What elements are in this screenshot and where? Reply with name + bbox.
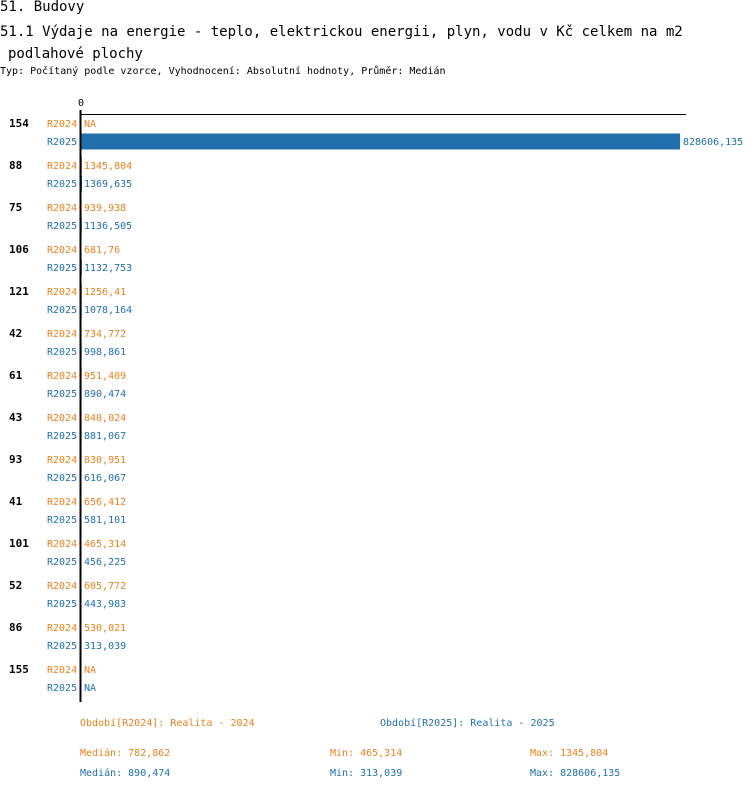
- series-label: R2024: [47, 581, 77, 592]
- section-heading: 51. Budovy: [0, 0, 85, 15]
- series-label: R2024: [47, 119, 77, 130]
- series-label: R2025: [47, 557, 77, 568]
- category-label: 75: [9, 201, 22, 214]
- series-label: R2024: [47, 329, 77, 340]
- series-label: R2025: [47, 683, 77, 694]
- category-label: 88: [9, 159, 22, 172]
- chart-title-line2: podlahové plochy: [8, 46, 143, 62]
- series-label: R2024: [47, 497, 77, 508]
- series-label: R2025: [47, 263, 77, 274]
- data-label: 681,76: [84, 245, 120, 256]
- category-label: 41: [9, 495, 23, 508]
- series-label: R2025: [47, 221, 77, 232]
- bar: [81, 133, 680, 150]
- category-label: 101: [9, 537, 29, 550]
- data-label: 605,772: [84, 581, 126, 592]
- stat-median-r2024: Medián: 782,862: [80, 748, 171, 759]
- series-label: R2025: [47, 515, 77, 526]
- data-label: 456,225: [84, 557, 126, 568]
- data-label: 443,983: [84, 599, 126, 610]
- data-label: NA: [84, 665, 96, 676]
- series-label: R2025: [47, 389, 77, 400]
- series-label: R2025: [47, 347, 77, 358]
- stat-max-r2024: Max: 1345,804: [530, 748, 609, 759]
- chart-title-line1: 51.1 Výdaje na energie - teplo, elektric…: [0, 24, 683, 40]
- category-label: 154: [9, 117, 29, 130]
- data-label: 656,412: [84, 497, 126, 508]
- series-label: R2024: [47, 623, 77, 634]
- data-label: 830,951: [84, 455, 126, 466]
- x-tick-label: 0: [78, 98, 84, 109]
- stat-min-r2024: Min: 465,314: [330, 748, 403, 759]
- data-label: 951,409: [84, 371, 126, 382]
- data-label: 1136,505: [84, 221, 132, 232]
- category-label: 155: [9, 663, 29, 676]
- data-label: 616,067: [84, 473, 126, 484]
- data-label: 828606,135: [683, 137, 743, 148]
- data-label: 890,474: [84, 389, 126, 400]
- series-label: R2025: [47, 473, 77, 484]
- legend-r2025: Období[R2025]: Realita - 2025: [380, 718, 555, 729]
- category-label: 106: [9, 243, 29, 256]
- category-label: 61: [9, 369, 23, 382]
- data-label: 1369,635: [84, 179, 132, 190]
- chart-subtitle: Typ: Počítaný podle vzorce, Vyhodnocení:…: [0, 66, 446, 77]
- data-label: 840,024: [84, 413, 126, 424]
- chart-title: 51.1 Výdaje na energie - teplo, elektric…: [0, 21, 683, 65]
- data-label: 881,067: [84, 431, 126, 442]
- data-label: 313,039: [84, 641, 126, 652]
- data-label: 998,861: [84, 347, 126, 358]
- data-label: 530,021: [84, 623, 126, 634]
- category-label: 93: [9, 453, 22, 466]
- data-label: 465,314: [84, 539, 126, 550]
- legend-r2024: Období[R2024]: Realita - 2024: [80, 718, 255, 729]
- series-label: R2024: [47, 539, 77, 550]
- data-label: 1256,41: [84, 287, 126, 298]
- series-label: R2024: [47, 287, 77, 298]
- series-label: R2025: [47, 641, 77, 652]
- category-label: 42: [9, 327, 22, 340]
- data-label: 581,101: [84, 515, 126, 526]
- bar-chart: 0 154 R2024 NA R2025 828606,135 88 R2024 1345,80…: [9, 98, 743, 702]
- series-label: R2024: [47, 371, 77, 382]
- series-label: R2024: [47, 413, 77, 424]
- category-label: 43: [9, 411, 22, 424]
- series-label: R2025: [47, 179, 77, 190]
- data-label: 1345,804: [84, 161, 132, 172]
- data-label: 1132,753: [84, 263, 132, 274]
- category-label: 52: [9, 579, 22, 592]
- stat-median-r2025: Medián: 890,474: [80, 768, 171, 779]
- series-label: R2024: [47, 161, 77, 172]
- data-label: NA: [84, 119, 96, 130]
- series-label: R2024: [47, 455, 77, 466]
- series-label: R2024: [47, 203, 77, 214]
- series-label: R2024: [47, 245, 77, 256]
- data-label: 734,772: [84, 329, 126, 340]
- stat-max-r2025: Max: 828606,135: [530, 768, 621, 779]
- category-label: 86: [9, 621, 23, 634]
- series-label: R2025: [47, 431, 77, 442]
- series-label: R2025: [47, 599, 77, 610]
- data-label: 1078,164: [84, 305, 132, 316]
- data-label: 939,938: [84, 203, 126, 214]
- series-label: R2025: [47, 305, 77, 316]
- series-label: R2024: [47, 665, 77, 676]
- data-label: NA: [84, 683, 96, 694]
- category-label: 121: [9, 285, 29, 298]
- series-label: R2025: [47, 137, 77, 148]
- stat-min-r2025: Min: 313,039: [330, 768, 403, 779]
